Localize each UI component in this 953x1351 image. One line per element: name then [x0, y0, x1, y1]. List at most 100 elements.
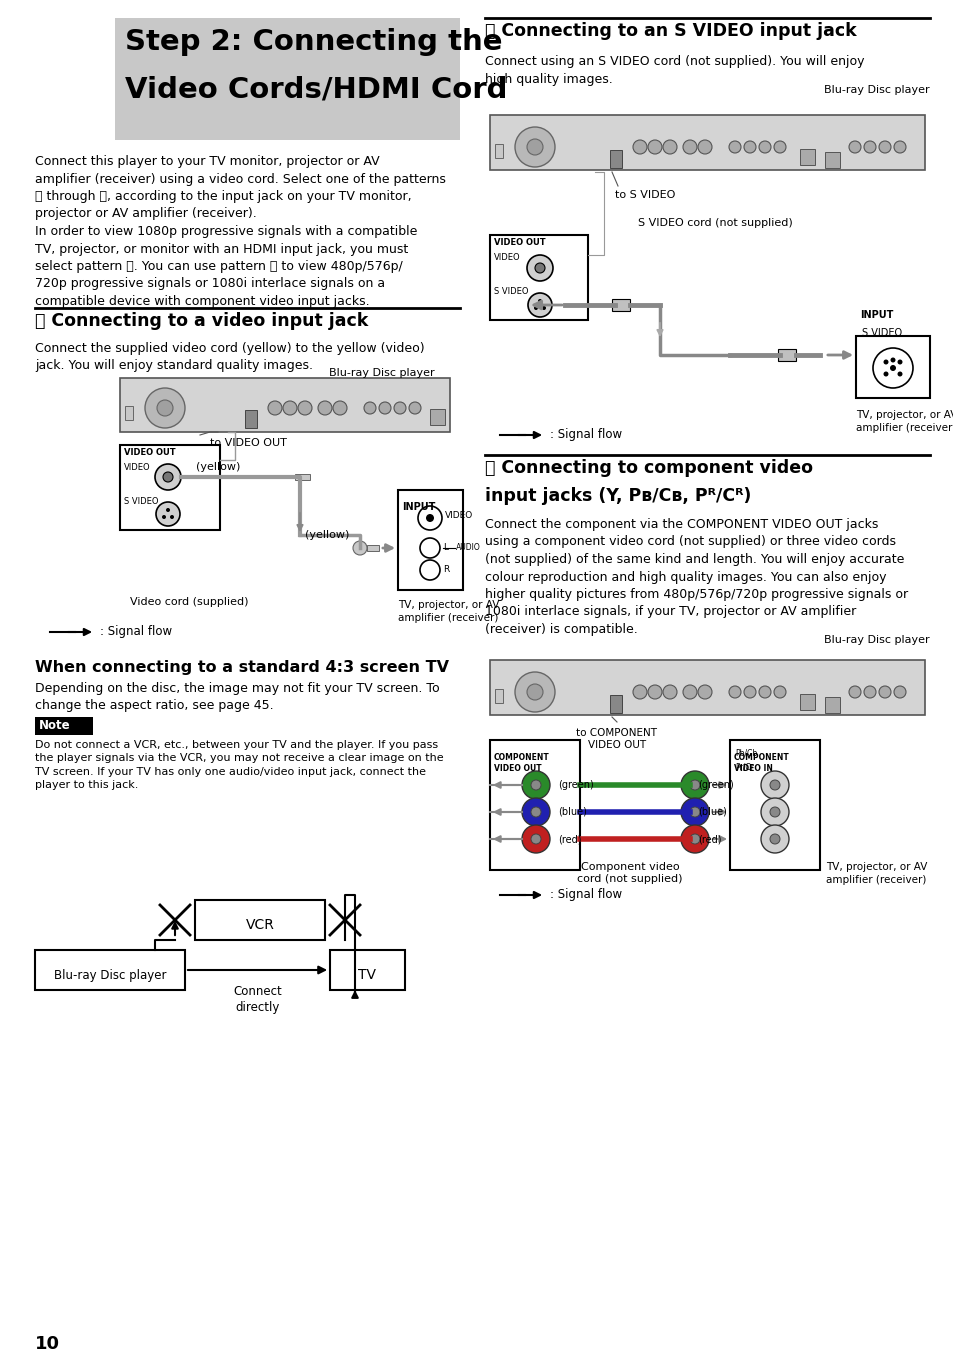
Text: : Signal flow: : Signal flow [100, 626, 172, 638]
Text: S VIDEO: S VIDEO [862, 328, 902, 338]
Text: Connect the supplied video cord (yellow) to the yellow (video)
jack. You will en: Connect the supplied video cord (yellow)… [35, 342, 424, 373]
Bar [495, 689, 502, 703]
Text: (green): (green) [698, 780, 733, 790]
Circle shape [163, 471, 172, 482]
Circle shape [378, 403, 391, 413]
Bar [120, 444, 220, 530]
Bar [490, 661, 924, 715]
Circle shape [882, 372, 887, 377]
Circle shape [728, 686, 740, 698]
Circle shape [848, 141, 861, 153]
Bar [115, 18, 459, 141]
Circle shape [156, 503, 180, 526]
Bar [194, 900, 325, 940]
Circle shape [633, 685, 646, 698]
Circle shape [531, 780, 540, 790]
Circle shape [878, 141, 890, 153]
Circle shape [743, 141, 755, 153]
Circle shape [283, 401, 296, 415]
Text: Component video
cord (not supplied): Component video cord (not supplied) [577, 862, 682, 885]
Circle shape [353, 540, 367, 555]
Circle shape [689, 780, 700, 790]
Text: Pr/Cr: Pr/Cr [734, 762, 753, 771]
Text: (yellow): (yellow) [195, 462, 240, 471]
Text: Video Cords/HDMI Cord: Video Cords/HDMI Cord [125, 76, 507, 103]
Bar [778, 349, 795, 361]
Text: : Signal flow: : Signal flow [550, 888, 621, 901]
Circle shape [268, 401, 282, 415]
Circle shape [166, 508, 170, 512]
Circle shape [662, 141, 677, 154]
Circle shape [889, 358, 895, 362]
Text: (yellow): (yellow) [305, 530, 349, 540]
Circle shape [526, 684, 542, 700]
Circle shape [698, 685, 711, 698]
Text: to VIDEO OUT: to VIDEO OUT [210, 438, 287, 449]
Text: (blue): (blue) [558, 807, 586, 817]
Text: Do not connect a VCR, etc., between your TV and the player. If you pass
the play: Do not connect a VCR, etc., between your… [35, 740, 443, 790]
Circle shape [531, 834, 540, 844]
Circle shape [317, 401, 332, 415]
Text: Blu-ray Disc player: Blu-ray Disc player [823, 635, 929, 644]
Bar [367, 544, 378, 551]
Circle shape [526, 255, 553, 281]
Bar [824, 153, 840, 168]
Circle shape [728, 141, 740, 153]
Circle shape [743, 686, 755, 698]
Circle shape [145, 388, 185, 428]
Text: Ⓒ Connecting to component video: Ⓒ Connecting to component video [484, 459, 812, 477]
Circle shape [515, 671, 555, 712]
Text: Depending on the disc, the image may not fit your TV screen. To
change the aspec: Depending on the disc, the image may not… [35, 682, 439, 712]
Circle shape [409, 403, 420, 413]
Circle shape [760, 771, 788, 798]
Circle shape [889, 365, 895, 372]
Circle shape [417, 507, 441, 530]
Text: AUDIO: AUDIO [456, 543, 480, 553]
Text: Note: Note [39, 719, 71, 732]
Text: VCR: VCR [245, 917, 274, 932]
Circle shape [773, 141, 785, 153]
Text: Blu-ray Disc player: Blu-ray Disc player [329, 367, 435, 378]
Text: VIDEO: VIDEO [494, 253, 520, 262]
Bar [125, 407, 132, 420]
Text: S VIDEO cord (not supplied): S VIDEO cord (not supplied) [638, 218, 792, 228]
Text: COMPONENT
VIDEO OUT: COMPONENT VIDEO OUT [494, 753, 549, 773]
Bar [430, 409, 444, 426]
Circle shape [157, 400, 172, 416]
Text: Blu-ray Disc player: Blu-ray Disc player [823, 85, 929, 95]
Circle shape [662, 685, 677, 698]
Circle shape [769, 834, 780, 844]
Text: (blue): (blue) [698, 807, 726, 817]
Circle shape [535, 263, 544, 273]
Circle shape [769, 780, 780, 790]
Circle shape [680, 825, 708, 852]
Text: Connect
directly: Connect directly [233, 985, 281, 1015]
Text: (red): (red) [558, 834, 581, 844]
Bar [800, 149, 814, 165]
Text: : Signal flow: : Signal flow [550, 428, 621, 440]
Circle shape [426, 513, 434, 521]
Bar [609, 150, 621, 168]
Circle shape [537, 299, 541, 303]
Text: L: L [442, 543, 448, 553]
Circle shape [848, 686, 861, 698]
Circle shape [698, 141, 711, 154]
Circle shape [680, 771, 708, 798]
Text: Step 2: Connecting the: Step 2: Connecting the [125, 28, 502, 55]
Circle shape [878, 686, 890, 698]
Circle shape [759, 686, 770, 698]
Circle shape [882, 359, 887, 365]
Text: VIDEO OUT: VIDEO OUT [124, 449, 175, 457]
Text: TV, projector, or AV
amplifier (receiver): TV, projector, or AV amplifier (receiver… [397, 600, 498, 623]
Circle shape [647, 685, 661, 698]
Text: When connecting to a standard 4:3 screen TV: When connecting to a standard 4:3 screen… [35, 661, 449, 676]
Text: S VIDEO: S VIDEO [124, 497, 158, 507]
Bar [800, 694, 814, 711]
Text: Connect this player to your TV monitor, projector or AV
amplifier (receiver) usi: Connect this player to your TV monitor, … [35, 155, 445, 308]
Bar [490, 115, 924, 170]
Circle shape [633, 141, 646, 154]
Text: Video cord (supplied): Video cord (supplied) [130, 597, 248, 607]
Text: VIDEO: VIDEO [444, 511, 473, 520]
Circle shape [863, 686, 875, 698]
Text: INPUT: INPUT [859, 309, 892, 320]
